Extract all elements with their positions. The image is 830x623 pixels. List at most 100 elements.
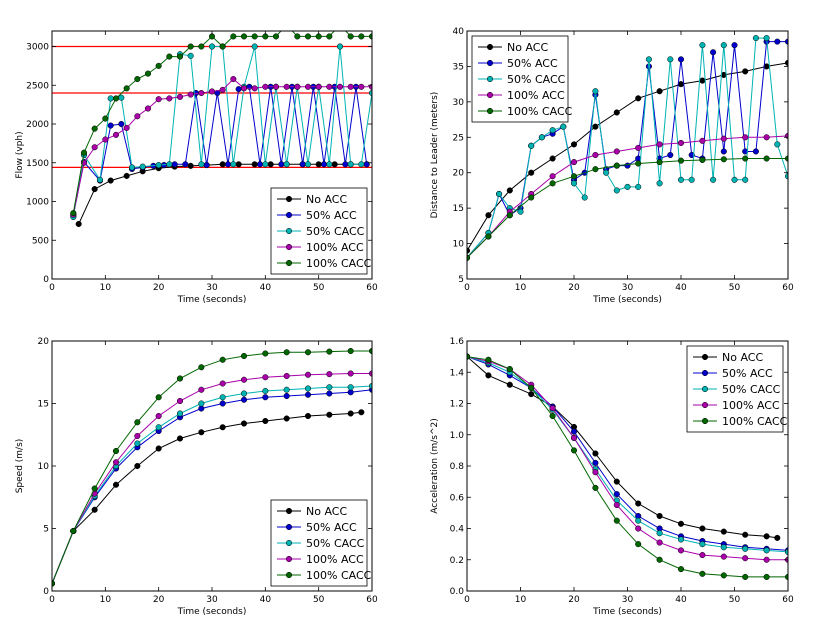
data-point: [528, 391, 535, 398]
data-point: [528, 194, 535, 201]
data-point: [219, 394, 226, 401]
data-point: [720, 544, 727, 551]
data-point: [358, 83, 365, 90]
data-point: [134, 440, 141, 447]
data-point: [656, 159, 663, 166]
series-line: [72, 46, 372, 218]
data-point: [613, 478, 620, 485]
data-point: [299, 161, 306, 168]
data-point: [742, 555, 749, 562]
y-tick-label: 0.8: [450, 462, 465, 472]
data-point: [517, 208, 524, 215]
legend-entry: No ACC: [277, 193, 347, 206]
x-axis-label: Time (seconds): [592, 607, 662, 617]
data-point: [230, 76, 237, 83]
series-1: [467, 353, 781, 541]
data-point: [96, 176, 104, 183]
data-point: [187, 43, 194, 50]
data-point: [91, 125, 98, 132]
data-point: [70, 527, 77, 535]
y-tick-label: 15: [453, 204, 464, 214]
y-tick-label: 30: [453, 98, 465, 108]
data-point: [283, 83, 290, 90]
data-point: [91, 186, 98, 193]
legend-marker: [285, 507, 293, 515]
data-point: [677, 56, 685, 63]
data-point: [320, 161, 328, 168]
data-point: [144, 105, 152, 112]
data-point: [363, 161, 370, 168]
data-point: [326, 348, 333, 355]
series-line: [467, 158, 788, 259]
data-point: [358, 161, 365, 168]
data-point: [570, 180, 578, 187]
legend-entry: 100% ACC: [277, 553, 364, 566]
data-point: [368, 89, 372, 97]
legend-marker: [285, 539, 293, 547]
legend-marker: [486, 75, 494, 83]
data-point: [368, 33, 372, 40]
data-point: [112, 459, 120, 466]
chart-4: 0 10 20 30 40 50 60 0.0 0.2 0.4 0.6 0.8 1.0 1.2 1.4 1.6…: [430, 337, 794, 617]
data-point: [224, 161, 232, 168]
series-2: [70, 83, 370, 219]
data-point: [549, 405, 556, 412]
data-point: [570, 141, 578, 148]
data-point: [304, 349, 312, 356]
legend: No ACC 50% ACC 50% CACC 100% ACC 100% CACC: [471, 35, 573, 123]
data-point: [240, 33, 248, 40]
x-tick-label: 50: [313, 595, 325, 605]
chart-1: 0 10 20 30 40 50 60 0 500 1000 1500 2000 2500 3000 Tim…: [15, 30, 378, 305]
series-1: [52, 409, 365, 587]
data-point: [198, 161, 205, 168]
x-tick-label: 10: [515, 595, 527, 605]
data-point: [549, 127, 556, 134]
series-line: [52, 389, 372, 584]
data-point: [485, 356, 492, 363]
data-point: [613, 491, 620, 498]
legend-marker: [285, 243, 293, 251]
data-point: [326, 83, 333, 90]
data-point: [139, 163, 146, 170]
x-tick-label: 60: [782, 595, 794, 605]
data-point: [326, 161, 333, 168]
data-point: [283, 415, 290, 422]
data-point: [731, 42, 738, 49]
data-point: [155, 394, 162, 401]
data-point: [262, 394, 269, 401]
data-point: [613, 517, 620, 524]
data-point: [710, 49, 717, 56]
data-point: [570, 428, 578, 435]
data-point: [251, 85, 258, 92]
x-tick-label: 0: [49, 283, 55, 293]
data-point: [699, 570, 706, 577]
data-point: [304, 161, 312, 168]
data-point: [203, 162, 210, 169]
data-point: [251, 161, 258, 168]
y-tick-label: 1.0: [450, 431, 465, 441]
y-axis-label: Speed (m/s): [15, 439, 25, 494]
data-point: [187, 91, 194, 98]
y-tick-label: 20: [38, 337, 50, 347]
x-tick-label: 10: [100, 283, 112, 293]
data-point: [166, 95, 173, 102]
legend-marker: [701, 417, 709, 425]
data-point: [176, 375, 184, 382]
data-point: [219, 380, 226, 387]
series-line: [52, 385, 372, 584]
data-point: [347, 347, 354, 355]
data-point: [219, 424, 226, 431]
data-point: [635, 525, 642, 532]
legend-entry: 100% CACC: [277, 569, 372, 582]
data-point: [784, 548, 788, 555]
series-line: [467, 356, 788, 561]
legend-entry: 50% ACC: [693, 367, 773, 380]
series-5: [70, 31, 372, 217]
data-point: [331, 161, 338, 168]
data-point: [720, 572, 727, 579]
data-point: [699, 541, 706, 548]
y-axis-label: Acceleration (m/s^2): [430, 418, 440, 514]
data-point: [699, 525, 706, 532]
data-point: [592, 469, 599, 476]
data-point: [283, 386, 290, 393]
